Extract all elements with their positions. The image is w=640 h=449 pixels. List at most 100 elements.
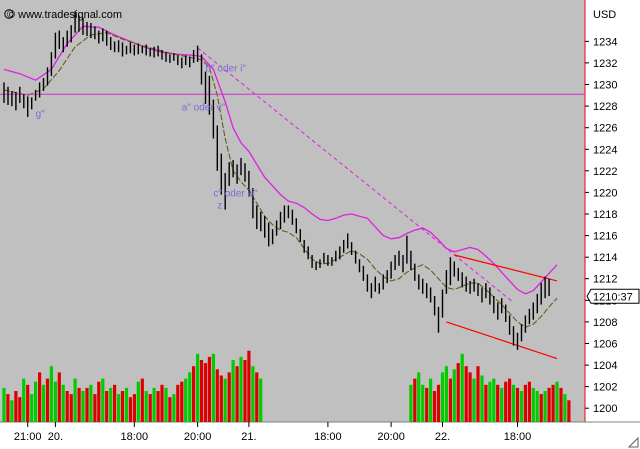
volume-bar	[219, 375, 223, 422]
volume-bar	[176, 384, 180, 422]
volume-bar	[500, 387, 504, 422]
volume-bar	[117, 394, 121, 422]
resize-grip-icon[interactable]	[627, 436, 639, 448]
last-price-box	[586, 288, 640, 304]
volume-bar	[444, 366, 448, 422]
channel-lower-line[interactable]	[446, 321, 558, 360]
volume-bar	[128, 397, 132, 422]
volume-bar	[41, 384, 46, 422]
y-tick-label: 1230	[593, 80, 617, 92]
volume-bar	[523, 384, 527, 422]
currency-label: USD	[593, 9, 616, 21]
volume-bar	[468, 372, 472, 422]
volume-bar	[448, 378, 452, 422]
dashed-trendline[interactable]	[197, 47, 514, 303]
volume-bar	[231, 360, 235, 422]
wave-label: z	[217, 201, 222, 212]
x-tick-label: 20.	[48, 431, 63, 443]
volume-bar	[456, 363, 460, 422]
volume-bar	[440, 372, 445, 422]
wave-annotations: b" oder i" a" oder v" c" oder iii"z g"	[36, 64, 259, 212]
volume-bar	[223, 378, 227, 422]
volume-bar	[567, 400, 571, 422]
volume-bar	[89, 384, 93, 422]
volume-bar	[120, 391, 125, 422]
volume-bar	[152, 387, 156, 422]
volume-bar	[57, 372, 61, 422]
volume-bar	[409, 384, 413, 422]
volume-bar	[81, 391, 85, 422]
drawn-trendlines	[0, 47, 585, 360]
time-axis: 21:00 20. 18:00 20:00 21. 18:00 20:00 22. 18:00	[14, 422, 531, 443]
volume-bar	[436, 384, 441, 422]
volume-bar	[464, 366, 468, 422]
volume-bar	[85, 387, 89, 422]
last-price-marker[interactable]: 1210:37	[586, 288, 640, 304]
volume-bar	[53, 381, 57, 422]
watermark-text: © www.tradesignal.com	[7, 9, 122, 21]
volume-bar	[45, 378, 50, 422]
volume-bar	[113, 384, 117, 422]
x-tick-label: 21:00	[14, 431, 42, 443]
wave-label: b" oder i"	[206, 64, 247, 75]
volume-bar	[69, 394, 73, 422]
y-tick-label: 1232	[593, 58, 617, 70]
y-tick-label: 1222	[593, 166, 617, 178]
volume-bar	[429, 378, 433, 422]
volume-bar	[6, 394, 10, 422]
volume-bar	[547, 387, 551, 422]
volume-bar	[140, 378, 144, 422]
volume-bar	[480, 375, 484, 422]
volume-bar	[34, 381, 38, 422]
volume-bar	[251, 366, 255, 422]
volume-bar	[144, 391, 148, 422]
channel-upper-line[interactable]	[454, 254, 558, 282]
y-tick-label: 1224	[593, 144, 617, 156]
volume-bar	[160, 384, 164, 422]
volume-bar	[188, 372, 192, 422]
volume-bar	[14, 391, 18, 422]
volume-bar	[101, 378, 105, 422]
volume-bar	[18, 397, 22, 422]
volume-bar	[211, 353, 215, 422]
copyright-icon	[4, 9, 14, 19]
y-tick-label: 1214	[593, 252, 617, 264]
volume-bar	[239, 356, 243, 422]
volume-bar	[38, 372, 42, 422]
y-tick-label: 1234	[593, 36, 617, 48]
volume-bar	[136, 381, 140, 422]
volume-bar	[203, 363, 208, 422]
volume-bar	[255, 372, 259, 422]
x-tick-label: 18:00	[504, 431, 532, 443]
volume-bar	[425, 387, 429, 422]
volume-bar	[184, 378, 188, 422]
y-tick-label: 1204	[593, 360, 617, 372]
wave-label: c" oder iii"	[213, 189, 258, 200]
volume-bar	[492, 378, 496, 422]
volume-bar	[535, 391, 539, 422]
y-tick-label: 1218	[593, 209, 617, 221]
volume-bar	[207, 356, 211, 422]
y-tick-label: 1216	[593, 231, 617, 243]
volume-bar	[472, 378, 476, 422]
volume-bar	[421, 384, 425, 422]
volume-bar	[247, 350, 251, 422]
volume-bar	[515, 387, 520, 422]
volume-bar	[26, 384, 30, 422]
volume-bar	[235, 366, 239, 422]
volume-bar	[543, 391, 547, 422]
volume-bar	[563, 394, 567, 422]
volume-bar	[519, 391, 524, 422]
price-bars	[3, 11, 550, 350]
volume-bar	[559, 387, 563, 422]
volume-bar	[30, 394, 34, 422]
volume-bar	[132, 394, 136, 422]
volume-bar	[243, 360, 247, 422]
volume-bar	[164, 387, 168, 422]
x-tick-label: 20:00	[377, 431, 405, 443]
volume-bar	[452, 369, 456, 422]
volume-bar	[259, 378, 263, 422]
x-tick-label: 20:00	[184, 431, 212, 443]
